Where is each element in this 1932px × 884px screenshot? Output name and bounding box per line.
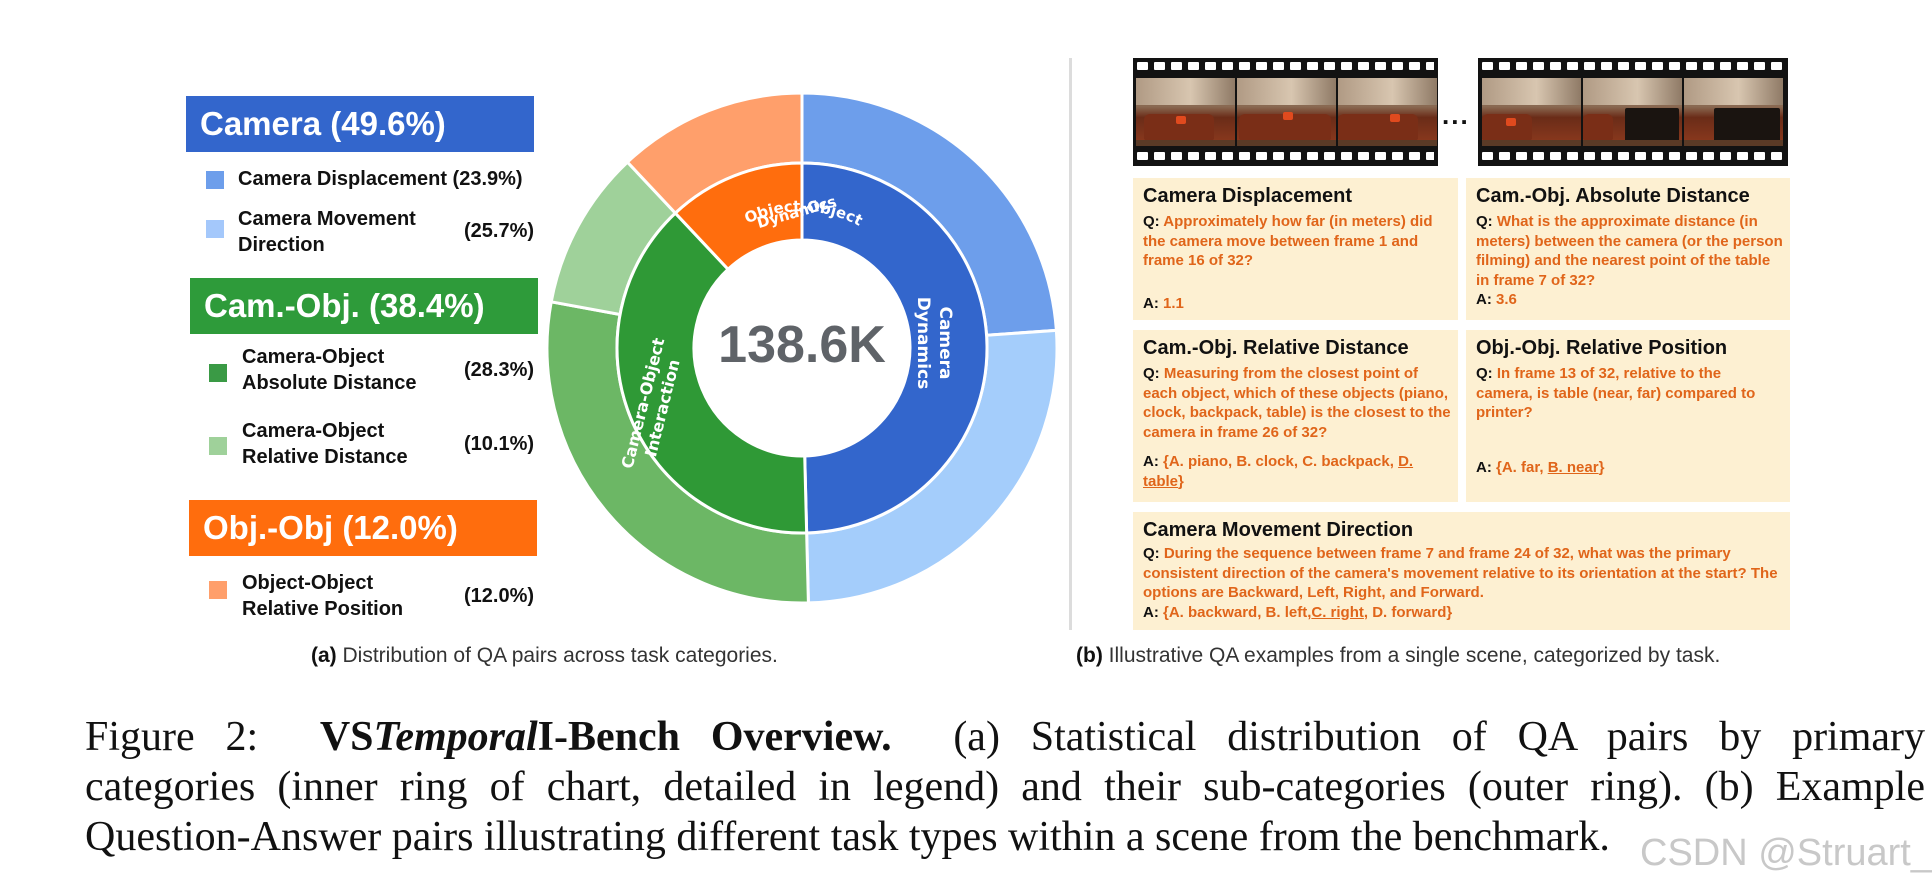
film-perforations-top: [1137, 62, 1434, 72]
qa-answer: A: {A. backward, B. left,C. right, D. fo…: [1143, 603, 1453, 621]
legend-swatch-object-object-relative-position: [209, 581, 227, 599]
legend-swatch-camera-object-relative-distance: [209, 437, 227, 455]
qa-answer: A: {A. far, B. near}: [1476, 459, 1605, 476]
qa-answer: A: 1.1: [1143, 295, 1184, 312]
donut-chart: Object-Object Dynamics CameraDynamics Ca…: [545, 91, 1059, 605]
donut-center-total: 138.6K: [718, 316, 886, 374]
qa-question: Q: Measuring from the closest point of e…: [1143, 365, 1451, 441]
legend-header-obj-obj: Obj.-Obj (12.0%): [189, 500, 537, 556]
subcaption-b: (b) Illustrative QA examples from a sing…: [1076, 644, 1721, 667]
subcaption-a: (a) Distribution of QA pairs across task…: [311, 644, 778, 667]
qa-title: Cam.-Obj. Absolute Distance: [1476, 185, 1750, 207]
legend-pct-camera-object-relative-distance: (10.1%): [464, 433, 535, 455]
film-perforations-bottom: [1482, 152, 1784, 162]
video-frame: [1482, 78, 1581, 146]
qa-title: Cam.-Obj. Relative Distance: [1143, 337, 1409, 359]
film-strip-left: [1133, 58, 1438, 166]
caption-line-3: Question-Answer pairs illustrating diffe…: [85, 814, 1610, 860]
qa-card-absolute-distance: Cam.-Obj. Absolute Distance Q: What is t…: [1466, 178, 1790, 320]
caption-line-2: categories (inner ring of chart, detaile…: [85, 764, 1925, 810]
qa-answer: A: 3.6: [1476, 291, 1517, 308]
legend-header-camera: Camera (49.6%): [186, 96, 534, 152]
segment-label-camera-dynamics: CameraDynamics: [913, 297, 955, 390]
qa-title: Camera Displacement: [1143, 185, 1352, 207]
legend-swatch-camera-displacement: [206, 171, 224, 189]
inner-ring: [615, 161, 989, 535]
legend-label-camera-displacement: Camera Displacement (23.9%): [238, 168, 523, 190]
film-perforations-bottom: [1137, 152, 1434, 162]
qa-card-movement-direction: Camera Movement Direction Q: During the …: [1133, 512, 1790, 630]
legend-label-camera-object-relative-distance: Camera-Object Relative Distance: [242, 420, 408, 468]
qa-question: Q: In frame 13 of 32, relative to the ca…: [1476, 365, 1756, 421]
video-frame: [1583, 78, 1682, 146]
outer-ring: [545, 91, 1059, 605]
legend-pct-camera-object-absolute-distance: (28.3%): [464, 359, 535, 381]
qa-card-camera-displacement: Camera Displacement Q: Approximately how…: [1133, 178, 1458, 320]
qa-question: Q: What is the approximate distance (in …: [1476, 213, 1783, 289]
video-frame: [1684, 78, 1783, 146]
legend-pct-camera-movement-direction: (25.7%): [464, 220, 535, 242]
legend-label-camera-object-absolute-distance: Camera-Object Absolute Distance: [242, 346, 417, 394]
qa-title: Camera Movement Direction: [1143, 519, 1414, 541]
frames-ellipsis: ...: [1442, 100, 1470, 130]
video-frame: [1338, 78, 1437, 146]
qa-answer: A: {A. piano, B. clock, C. backpack, D. …: [1143, 453, 1414, 490]
inner-segment-camera-object-interaction: [615, 211, 809, 535]
qa-card-relative-position: Obj.-Obj. Relative Position Q: In frame …: [1466, 330, 1790, 502]
film-perforations-top: [1482, 62, 1784, 72]
legend-label-object-object-relative-position: Object-Object Relative Position: [242, 572, 404, 620]
legend-label-camera-movement-direction: Camera Movement Direction: [238, 208, 416, 256]
inner-segment-camera-dynamics: [800, 161, 989, 535]
film-strip-right: [1478, 58, 1788, 166]
qa-title: Obj.-Obj. Relative Position: [1476, 337, 1728, 359]
figure-caption: Figure 2: VSTemporalI-Bench Overview. (a…: [85, 712, 1925, 862]
qa-question: Q: Approximately how far (in meters) did…: [1143, 213, 1433, 269]
legend-pct-object-object-relative-position: (12.0%): [464, 585, 535, 607]
legend-swatch-camera-movement-direction: [206, 220, 224, 238]
qa-card-relative-distance: Cam.-Obj. Relative Distance Q: Measuring…: [1133, 330, 1458, 502]
caption-line-1: Figure 2: VSTemporalI-Bench Overview. (a…: [85, 714, 1926, 760]
watermark: CSDN @Struart_R: [1640, 832, 1932, 874]
qa-question: Q: During the sequence between frame 7 a…: [1143, 545, 1778, 601]
video-frame: [1136, 78, 1235, 146]
video-frame: [1237, 78, 1336, 146]
inner-segment-object-object-dynamics: [673, 161, 804, 272]
legend-header-cam-obj: Cam.-Obj. (38.4%): [190, 278, 538, 334]
panel-divider: [1069, 58, 1072, 630]
legend-swatch-camera-object-absolute-distance: [209, 364, 227, 382]
